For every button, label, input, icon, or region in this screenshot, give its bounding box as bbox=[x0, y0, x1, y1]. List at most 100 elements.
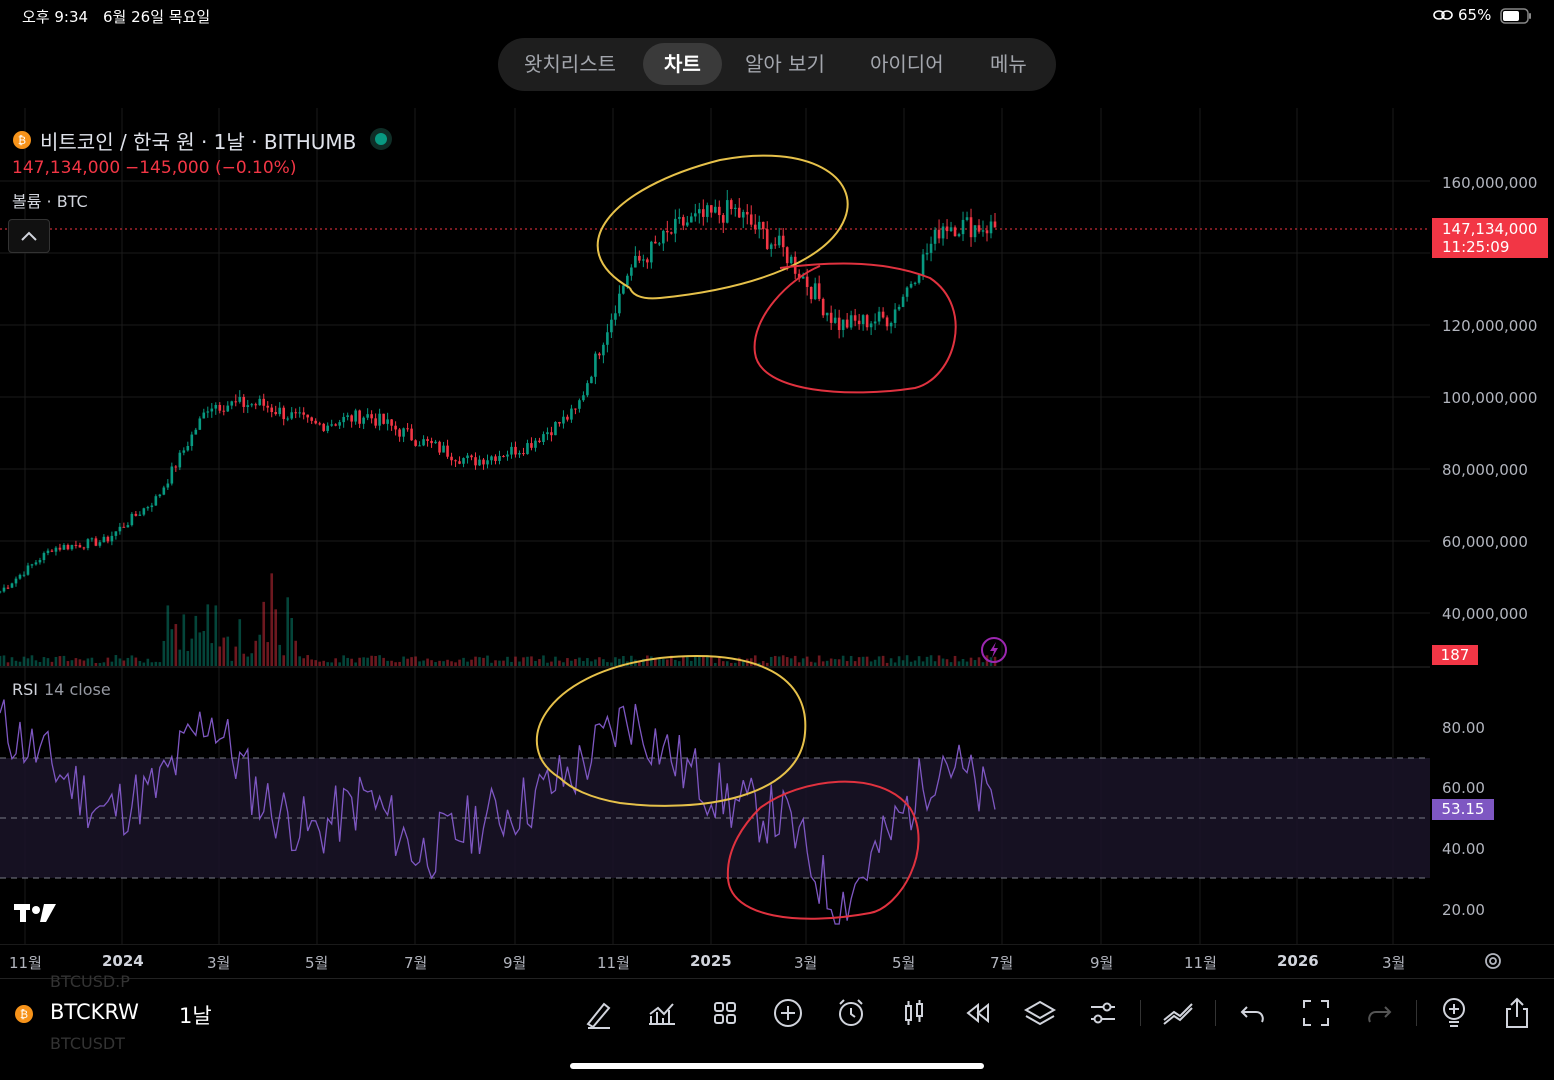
candle bbox=[262, 393, 266, 411]
volume-bar bbox=[518, 661, 521, 666]
candle bbox=[953, 225, 957, 237]
layers-icon[interactable] bbox=[1021, 994, 1059, 1032]
chart-settings-gear-icon[interactable] bbox=[1482, 950, 1504, 972]
lightning-icon[interactable] bbox=[980, 636, 1008, 664]
collapse-legend-button[interactable] bbox=[8, 219, 50, 253]
volume-bar bbox=[98, 662, 102, 666]
alert-clock-icon[interactable] bbox=[832, 994, 870, 1032]
candle bbox=[114, 531, 118, 540]
chart-canvas[interactable] bbox=[0, 108, 1554, 988]
tab-explore[interactable]: 알아 보기 bbox=[745, 52, 825, 76]
candle bbox=[538, 437, 541, 444]
volume-bar bbox=[382, 657, 385, 666]
volume-bar bbox=[550, 661, 553, 666]
redo-icon[interactable] bbox=[1360, 994, 1398, 1032]
candle bbox=[490, 455, 493, 465]
volume-bar bbox=[310, 659, 313, 666]
candle bbox=[586, 380, 589, 398]
candle bbox=[885, 315, 889, 331]
candle bbox=[234, 394, 238, 407]
volume-bar bbox=[202, 630, 206, 666]
candle bbox=[578, 398, 581, 413]
volume-bar bbox=[670, 655, 673, 666]
volume-bar bbox=[578, 657, 581, 666]
volume-bar bbox=[793, 655, 797, 666]
symbol-title[interactable]: 비트코인 / 한국 원 · 1날 · BITHUMB bbox=[40, 130, 357, 154]
candle bbox=[765, 221, 769, 251]
volume-bar bbox=[757, 662, 761, 666]
tab-menu[interactable]: 메뉴 bbox=[990, 52, 1027, 76]
volume-bar bbox=[282, 655, 286, 666]
fullscreen-icon[interactable] bbox=[1297, 994, 1335, 1032]
tab-ideas[interactable]: 아이디어 bbox=[870, 52, 944, 76]
annotation-ellipse-red-rsi bbox=[726, 780, 920, 920]
candle bbox=[94, 536, 98, 547]
volume-bar bbox=[574, 659, 577, 666]
y-tick: 120,000,000 bbox=[1442, 317, 1538, 335]
candle bbox=[22, 571, 26, 578]
candle bbox=[701, 199, 705, 226]
add-circle-icon[interactable] bbox=[769, 994, 807, 1032]
settings-sliders-icon[interactable] bbox=[1084, 994, 1122, 1032]
rsi-value-tag: 53.15 bbox=[1432, 799, 1494, 820]
trend-lines-icon[interactable] bbox=[1159, 994, 1197, 1032]
volume-bar bbox=[186, 650, 190, 666]
volume-bar bbox=[478, 657, 481, 666]
tradingview-logo-icon[interactable] bbox=[14, 902, 58, 924]
candle bbox=[0, 590, 2, 594]
volume-bar bbox=[510, 661, 513, 666]
candle bbox=[42, 551, 46, 564]
x-tick: 3월 bbox=[207, 954, 231, 972]
indicators-icon[interactable] bbox=[643, 994, 681, 1032]
candle bbox=[138, 511, 142, 516]
candle bbox=[757, 215, 761, 239]
volume-bar bbox=[162, 640, 166, 666]
rsi-line bbox=[0, 699, 996, 925]
volume-bar bbox=[410, 657, 413, 666]
candle bbox=[809, 286, 813, 304]
candle bbox=[134, 511, 138, 517]
volume-bar bbox=[965, 661, 969, 666]
bar-countdown: 11:25:09 bbox=[1442, 238, 1510, 256]
volume-bar bbox=[909, 661, 913, 666]
volume-bar bbox=[917, 656, 921, 666]
volume-bar bbox=[558, 660, 561, 666]
rsi-legend-label: RSI bbox=[12, 680, 38, 699]
tab-chart[interactable]: 차트 bbox=[643, 43, 722, 85]
volume-bar bbox=[18, 661, 22, 666]
candle bbox=[917, 274, 921, 285]
idea-bulb-icon[interactable] bbox=[1435, 994, 1473, 1032]
candle bbox=[98, 540, 102, 548]
volume-bar bbox=[937, 655, 941, 666]
candle bbox=[182, 447, 186, 456]
candle bbox=[678, 208, 681, 224]
candle bbox=[825, 312, 829, 322]
home-indicator[interactable] bbox=[570, 1063, 984, 1069]
drawing-pen-icon[interactable] bbox=[580, 994, 618, 1032]
candle bbox=[829, 305, 833, 330]
undo-icon[interactable] bbox=[1234, 994, 1272, 1032]
candle bbox=[945, 219, 949, 240]
candle bbox=[422, 435, 425, 447]
volume-bar bbox=[314, 660, 317, 666]
volume-bar bbox=[154, 661, 158, 666]
candle bbox=[398, 428, 401, 442]
tab-watchlist[interactable]: 왓치리스트 bbox=[524, 52, 616, 76]
candle bbox=[30, 563, 34, 569]
symbol-selector[interactable]: BTCKRW bbox=[50, 1000, 139, 1024]
volume-bar bbox=[198, 632, 202, 666]
volume-bar bbox=[753, 655, 757, 666]
replay-icon[interactable] bbox=[958, 994, 996, 1032]
volume-bar bbox=[809, 661, 813, 666]
layout-grid-icon[interactable] bbox=[706, 994, 744, 1032]
volume-bar bbox=[933, 661, 937, 666]
ghost-symbol-bottom: BTCUSDT bbox=[50, 1034, 125, 1053]
candle-style-icon[interactable] bbox=[895, 994, 933, 1032]
candle bbox=[298, 406, 301, 418]
share-icon[interactable] bbox=[1498, 994, 1536, 1032]
volume-bar bbox=[338, 662, 341, 666]
candle bbox=[682, 214, 685, 231]
candle bbox=[66, 543, 70, 551]
interval-selector[interactable]: 1날 bbox=[179, 1004, 212, 1028]
candle bbox=[46, 548, 50, 556]
